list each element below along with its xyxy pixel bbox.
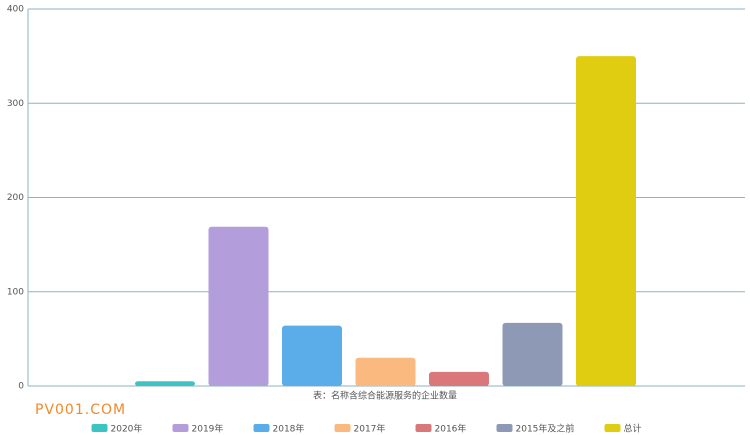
legend-swatch (415, 424, 432, 432)
bar (502, 322, 563, 386)
bar (576, 56, 636, 386)
legend-label: 2016年 (435, 423, 467, 435)
legend-swatch (91, 424, 108, 432)
legend-swatch (334, 424, 351, 432)
legend-label: 2017年 (354, 423, 386, 435)
legend-label: 2015年及之前 (516, 423, 575, 435)
bar (429, 371, 489, 386)
legend-label: 总计 (624, 423, 642, 435)
y-tick-label: 400 (7, 5, 24, 15)
legend-label: 2018年 (273, 423, 305, 435)
bar (208, 226, 269, 386)
legend-label: 2019年 (192, 423, 224, 435)
legend-swatch (496, 424, 513, 432)
bar (135, 381, 195, 386)
y-tick-label: 200 (7, 193, 24, 203)
y-tick-label: 0 (18, 382, 24, 392)
watermark: PV001.COM (35, 402, 126, 418)
bar (282, 325, 342, 386)
y-tick-label: 300 (7, 99, 24, 109)
y-tick-label: 100 (7, 287, 24, 297)
bar (355, 357, 416, 386)
legend-swatch (253, 424, 270, 432)
legend-swatch (604, 424, 621, 432)
legend-swatch (172, 424, 189, 432)
legend-label: 2020年 (111, 423, 143, 435)
x-axis-label: 表：名称含综合能源服务的企业数量 (313, 390, 457, 402)
